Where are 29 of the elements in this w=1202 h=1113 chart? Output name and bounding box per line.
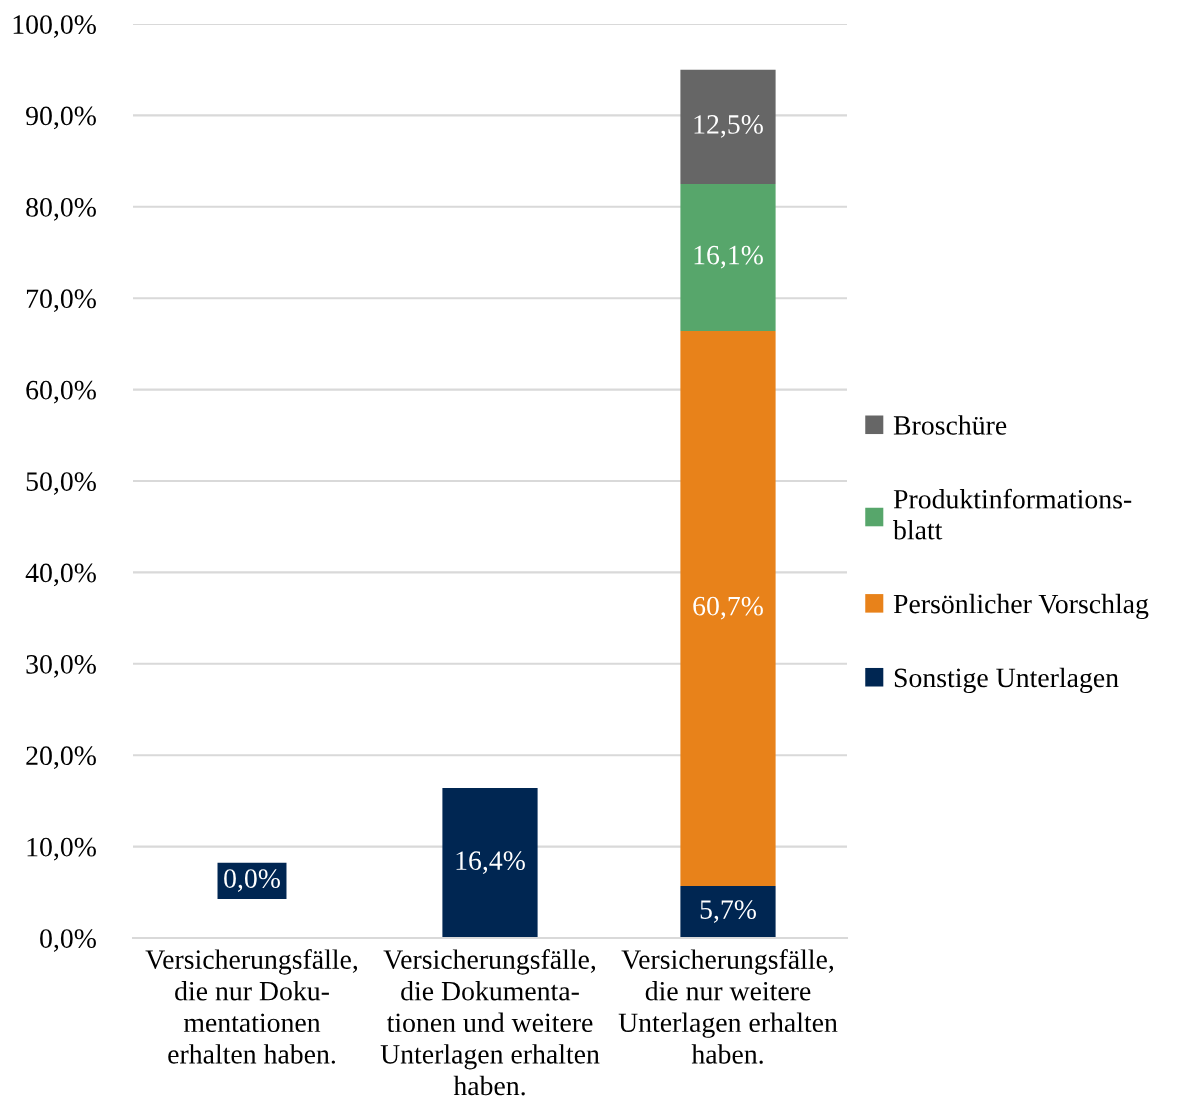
bar: [442, 788, 538, 938]
x-tick-label: Versicherungsfälle, die Dokumenta- tionen und weitere Unterlagen erhalten haben.: [380, 949, 600, 1096]
legend-label: Sonstige Unterlagen: [894, 667, 1119, 693]
data-label: 16,1%: [694, 245, 763, 269]
y-tick-label: 80,0%: [26, 197, 96, 221]
y-tick-label: 20,0%: [26, 746, 96, 770]
y-tick-label: 60,0%: [26, 380, 96, 404]
data-label: 5,7%: [700, 900, 756, 923]
x-tick-label: Versicherungsfälle, die nur weitere Unterlagen erhalten haben.: [618, 949, 838, 1064]
y-tick-label: 40,0%: [25, 563, 96, 587]
data-label: 60,7%: [693, 596, 763, 620]
y-tick-label: 90,0%: [26, 106, 96, 130]
bar: [680, 183, 776, 332]
y-tick-label: 10,0%: [27, 837, 96, 861]
y-tick-label: 70,0%: [26, 289, 96, 313]
y-tick-label: 30,0%: [26, 654, 96, 678]
y-tick-label: 50,0%: [26, 472, 96, 495]
bar: [680, 69, 776, 184]
x-tick-label: Versicherungsfälle, die nur Doku- mentationen erhalten haben.: [145, 949, 358, 1064]
data-label: 12,5%: [694, 115, 763, 138]
legend-label: Broschüre: [893, 415, 1007, 435]
data-label: 16,4%: [456, 851, 525, 874]
y-tick-label: 0,0%: [40, 929, 96, 952]
y-tick-label: 100,0%: [13, 15, 96, 38]
bar: [680, 331, 776, 886]
bar: [680, 885, 776, 938]
legend-label: Produktinformations- blatt: [893, 488, 1132, 540]
data-label: 0,0%: [224, 869, 280, 892]
legend-label: Persönlicher Vorschlag: [893, 593, 1149, 620]
